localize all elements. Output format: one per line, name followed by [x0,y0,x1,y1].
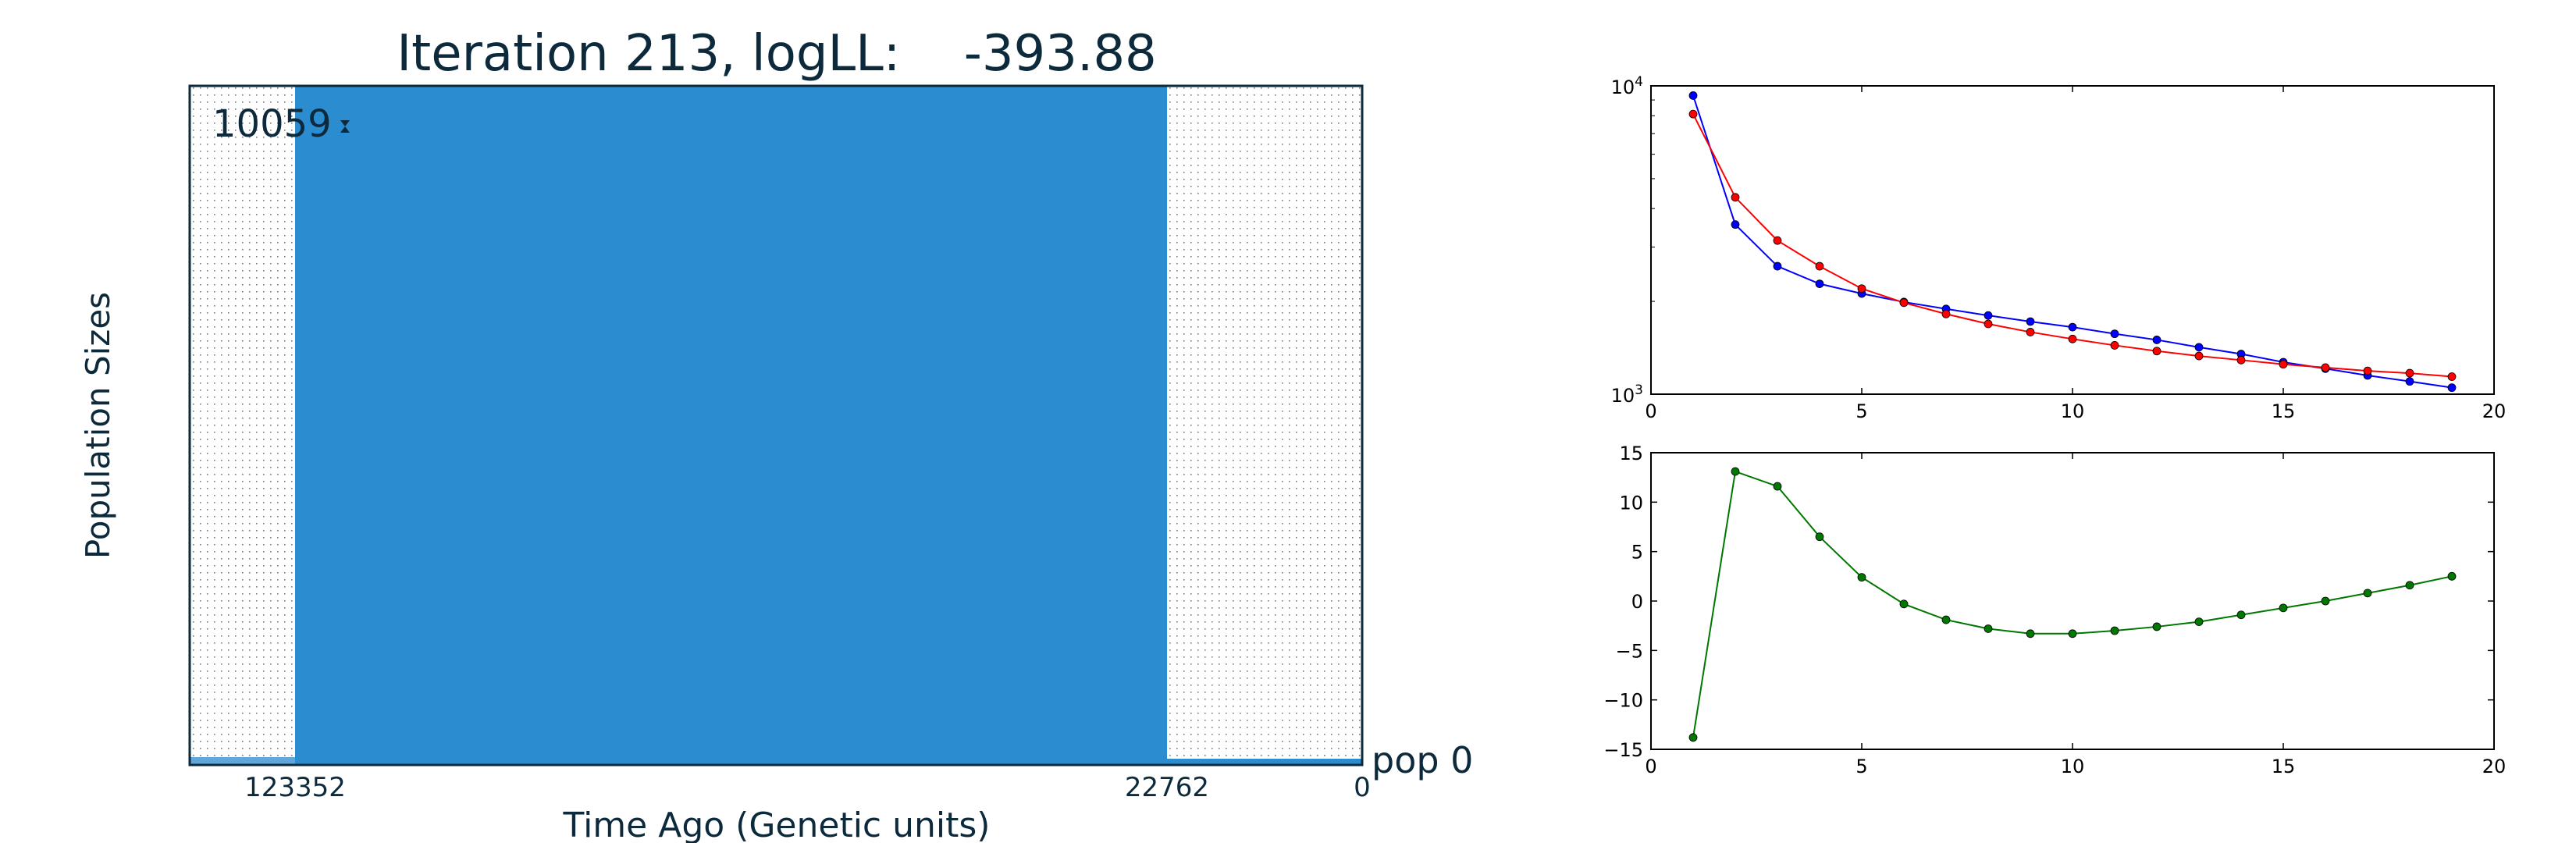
data-point [2068,629,2077,638]
data-point [1688,109,1698,119]
data-point [2026,328,2035,336]
x-tick-label: 15 [2272,400,2296,422]
data-point [2321,363,2330,372]
max-size-marker [340,120,350,133]
data-point [2279,603,2288,613]
data-point [2026,317,2035,326]
x-tick-label: 5 [1856,756,1867,777]
axes-frame [1650,452,2495,750]
data-point [2279,360,2288,369]
data-point [2110,341,2119,350]
plot-frame [188,84,1364,767]
data-point [2026,629,2035,638]
population-block [295,86,1167,765]
recent-population-strip [1167,759,1362,765]
data-point [2405,377,2414,386]
data-point [1857,284,1866,293]
data-point [1815,261,1824,271]
y-axis-label: Population Sizes [79,292,117,559]
data-point [1688,91,1698,100]
data-point [2152,347,2161,356]
data-point [2236,610,2246,620]
difference-chart: 0 5 10 15 20 −15 −10 −5 0 5 10 15 [1603,443,2507,777]
data-point [2236,355,2246,365]
x-tick-label: 5 [1856,400,1867,422]
data-point [1773,236,1782,245]
data-point [1941,615,1951,624]
data-point [1984,624,1993,633]
data-point [1941,309,1951,318]
data-point [2363,589,2372,598]
time-tick-label: 0 [1354,772,1371,803]
y-tick-label: −15 [1603,739,1643,761]
data-point [2447,383,2457,393]
data-point [1899,599,1909,609]
x-tick-label: 10 [2061,400,2085,422]
y-tick-label: −10 [1603,690,1643,712]
y-tick-label: −5 [1616,640,1643,662]
data-point [2447,372,2457,381]
x-tick-label: 0 [1645,400,1656,422]
axes-frame [1650,85,2495,395]
time-tick-label: 22762 [1125,772,1209,803]
x-axis-label: Time Ago (Genetic units) [563,806,991,843]
data-point [2447,571,2457,581]
y-tick-label: 5 [1631,542,1643,564]
data-point [1731,220,1740,229]
x-tick-label: 0 [1645,756,1656,777]
data-point [1899,298,1909,308]
data-point [1731,193,1740,202]
y-tick-label: 10 [1619,492,1643,514]
x-tick-label: 20 [2482,756,2507,777]
iteration-title: Iteration 213, logLL: -393.88 [397,25,1157,83]
data-point [1815,532,1824,542]
data-point [2405,368,2414,378]
data-point [2152,622,2161,631]
population-size-panel: Iteration 213, logLL: -393.88 Population… [79,25,1473,843]
data-point [2152,336,2161,344]
x-tick-label: 20 [2482,400,2507,422]
x-tick-label: 10 [2061,756,2085,777]
data-point [1815,279,1824,289]
data-point [2363,366,2372,375]
data-point [2110,329,2119,339]
data-point [2110,626,2119,635]
series-line [1692,95,2453,389]
data-point [1773,261,1782,271]
data-point [2068,322,2077,332]
data-point [1688,733,1698,742]
time-tick-label: 123352 [244,772,346,803]
data-point [2405,581,2414,590]
y-tick-label: 15 [1619,443,1643,464]
data-point [1984,311,1993,320]
data-point [1731,467,1740,476]
max-size-label: 10059 [212,102,332,146]
y-tick-label: 0 [1631,591,1643,613]
data-point [2194,617,2204,627]
population-name-label: pop 0 [1372,739,1473,781]
series-line [1692,470,2453,738]
data-point [1857,573,1866,582]
data-point [2321,596,2330,606]
data-point [1773,482,1782,491]
x-tick-label: 15 [2272,756,2296,777]
data-point [2194,351,2204,361]
y-tick-label: 103 [1611,382,1643,407]
y-tick-label: 104 [1611,74,1643,98]
ancient-population-strip [190,757,295,765]
data-point [2194,343,2204,352]
data-point [2068,334,2077,343]
data-point [1984,319,1993,329]
size-comparison-chart: 0 5 10 15 20 103 104 [1611,74,2507,422]
